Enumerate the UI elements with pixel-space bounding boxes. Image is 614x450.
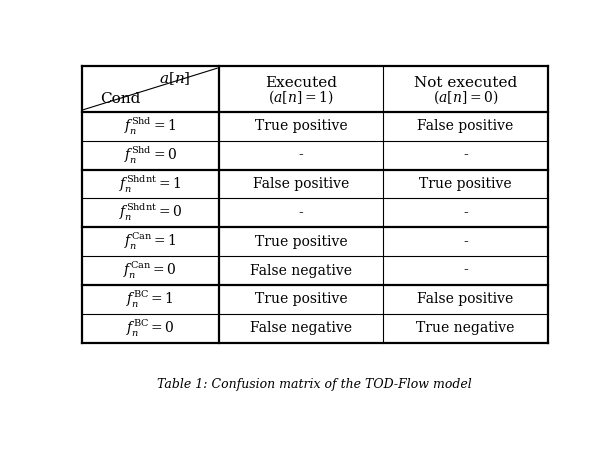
Text: $f_n^{\mathrm{BC}}=0$: $f_n^{\mathrm{BC}}=0$: [126, 318, 175, 339]
Text: False negative: False negative: [250, 264, 352, 278]
Text: -: -: [463, 148, 468, 162]
Text: False negative: False negative: [250, 321, 352, 335]
Text: True positive: True positive: [419, 177, 512, 191]
Text: $f_n^{\mathrm{Can}}=0$: $f_n^{\mathrm{Can}}=0$: [123, 260, 177, 281]
Text: $f_n^{\mathrm{Shdnt}}=1$: $f_n^{\mathrm{Shdnt}}=1$: [119, 173, 182, 194]
Text: False positive: False positive: [418, 292, 514, 306]
Text: $(a[n]=0)$: $(a[n]=0)$: [433, 88, 498, 106]
Text: -: -: [463, 234, 468, 249]
Text: True positive: True positive: [255, 234, 348, 249]
Text: -: -: [463, 264, 468, 278]
Text: Table 1: Confusion matrix of the TOD-Flow model: Table 1: Confusion matrix of the TOD-Flo…: [157, 378, 472, 392]
Text: $a[n]$: $a[n]$: [159, 70, 191, 87]
Text: Executed: Executed: [265, 76, 337, 90]
Text: -: -: [463, 206, 468, 220]
Text: -: -: [299, 148, 303, 162]
Text: $f_n^{\mathrm{BC}}=1$: $f_n^{\mathrm{BC}}=1$: [126, 289, 174, 310]
Text: False positive: False positive: [418, 119, 514, 133]
Text: $f_n^{\mathrm{Can}}=1$: $f_n^{\mathrm{Can}}=1$: [124, 231, 177, 252]
Text: $f_n^{\mathrm{Shdnt}}=0$: $f_n^{\mathrm{Shdnt}}=0$: [119, 202, 182, 224]
Text: $(a[n]=1)$: $(a[n]=1)$: [268, 88, 334, 106]
Text: True negative: True negative: [416, 321, 515, 335]
Text: -: -: [299, 206, 303, 220]
Text: $f_n^{\mathrm{Shd}}=0$: $f_n^{\mathrm{Shd}}=0$: [123, 144, 177, 166]
Text: Cond: Cond: [100, 92, 140, 106]
Text: Not executed: Not executed: [414, 76, 517, 90]
Text: False positive: False positive: [253, 177, 349, 191]
Text: $f_n^{\mathrm{Shd}}=1$: $f_n^{\mathrm{Shd}}=1$: [124, 116, 176, 137]
Text: True positive: True positive: [255, 292, 348, 306]
Text: True positive: True positive: [255, 119, 348, 133]
